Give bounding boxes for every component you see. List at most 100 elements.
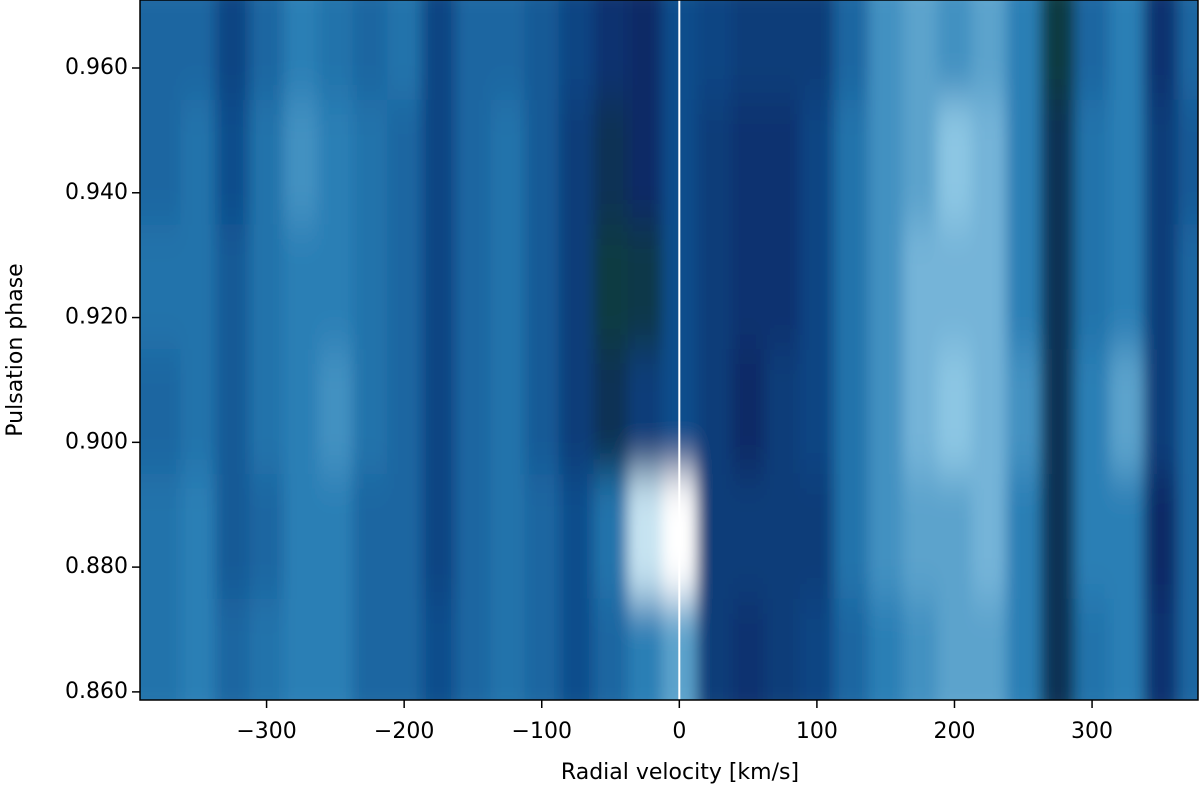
heatmap-cell bbox=[558, 223, 594, 350]
heatmap-cell bbox=[1178, 0, 1198, 100]
heatmap-cell bbox=[730, 0, 766, 100]
heatmap-cell bbox=[318, 0, 354, 100]
heatmap-cell bbox=[937, 99, 973, 225]
heatmap-cell bbox=[971, 598, 1007, 700]
heatmap-cell bbox=[868, 348, 904, 475]
heatmap-cell bbox=[971, 473, 1007, 599]
heatmap-cell bbox=[140, 223, 182, 350]
x-tick-label: 300 bbox=[1071, 719, 1113, 744]
heatmap-cell bbox=[1143, 348, 1179, 475]
heatmap-cell bbox=[140, 99, 182, 225]
heatmap-cell bbox=[180, 223, 216, 350]
plot-frame bbox=[139, 0, 1199, 701]
heatmap-cell bbox=[593, 473, 629, 599]
heatmap-cell bbox=[1143, 473, 1179, 599]
heatmap-cell bbox=[1006, 99, 1041, 225]
heatmap-cell bbox=[140, 348, 182, 475]
heatmap-cell bbox=[696, 348, 732, 475]
heatmap-cell bbox=[386, 473, 422, 599]
heatmap-cell bbox=[834, 99, 869, 225]
heatmap-cell bbox=[1143, 223, 1179, 350]
heatmap-cell bbox=[593, 0, 629, 100]
heatmap-cell bbox=[249, 598, 285, 700]
heatmap-cell bbox=[834, 223, 869, 350]
heatmap-cell bbox=[1074, 0, 1110, 100]
heatmap-cell bbox=[180, 348, 216, 475]
heatmap-cell bbox=[1109, 473, 1145, 599]
heatmap-cell bbox=[1006, 598, 1041, 700]
heatmap-cell bbox=[558, 0, 594, 100]
heatmap-cell bbox=[1040, 99, 1076, 225]
x-tick-label: −300 bbox=[236, 719, 296, 744]
heatmap-cell bbox=[283, 598, 319, 700]
heatmap-cell bbox=[455, 598, 491, 700]
heatmap-cell bbox=[1178, 223, 1198, 350]
heatmap-cell bbox=[524, 598, 560, 700]
heatmap-cell bbox=[490, 99, 526, 225]
heatmap-cell bbox=[214, 99, 250, 225]
heatmap-cell bbox=[214, 0, 250, 100]
heatmap-cell bbox=[214, 598, 250, 700]
heatmap-cell bbox=[1178, 99, 1198, 225]
heatmap-cell bbox=[490, 223, 526, 350]
heatmap-cell bbox=[140, 0, 182, 100]
heatmap-cell bbox=[1040, 473, 1076, 599]
heatmap-cell bbox=[421, 99, 457, 225]
heatmap-cell bbox=[1178, 473, 1198, 599]
x-tick-label: 0 bbox=[672, 719, 686, 744]
heatmap-cell bbox=[421, 598, 457, 700]
heatmap-cell bbox=[799, 473, 835, 599]
heatmap-cell bbox=[1040, 0, 1076, 100]
heatmap-cell bbox=[524, 473, 560, 599]
heatmap-cell bbox=[937, 0, 973, 100]
heatmap-cell bbox=[386, 99, 422, 225]
heatmap-cell bbox=[765, 99, 801, 225]
heatmap-cell bbox=[799, 598, 835, 700]
x-tick-label: −100 bbox=[512, 719, 572, 744]
heatmap-cell bbox=[318, 598, 354, 700]
heatmap-cell bbox=[455, 223, 491, 350]
heatmap-cell bbox=[386, 223, 422, 350]
heatmap bbox=[140, 0, 1198, 700]
heatmap-cell bbox=[490, 473, 526, 599]
heatmap-cell bbox=[455, 348, 491, 475]
heatmap-cell bbox=[180, 598, 216, 700]
heatmap-cell bbox=[696, 473, 732, 599]
heatmap-cell bbox=[180, 473, 216, 599]
heatmap-cell bbox=[937, 473, 973, 599]
heatmap-cell bbox=[421, 348, 457, 475]
heatmap-cell bbox=[352, 223, 388, 350]
heatmap-cell bbox=[558, 99, 594, 225]
heatmap-cell bbox=[730, 348, 766, 475]
heatmap-cell bbox=[352, 99, 388, 225]
y-tick-label: 0.900 bbox=[65, 429, 128, 454]
heatmap-cell bbox=[730, 99, 766, 225]
heatmap-cell bbox=[558, 598, 594, 700]
heatmap-cell bbox=[249, 223, 285, 350]
heatmap-cell bbox=[765, 0, 801, 100]
heatmap-cell bbox=[765, 223, 801, 350]
heatmap-cell bbox=[799, 0, 835, 100]
heatmap-cell bbox=[318, 348, 354, 475]
heatmap-cell bbox=[1074, 473, 1110, 599]
heatmap-cell bbox=[283, 473, 319, 599]
heatmap-cell bbox=[1040, 348, 1076, 475]
heatmap-cell bbox=[902, 348, 938, 475]
heatmap-cell bbox=[868, 223, 904, 350]
heatmap-cell bbox=[593, 598, 629, 700]
heatmap-cell bbox=[1109, 0, 1145, 100]
heatmap-cell bbox=[318, 473, 354, 599]
heatmap-cell bbox=[524, 0, 560, 100]
x-tick-label: 200 bbox=[933, 719, 975, 744]
heatmap-cell bbox=[937, 348, 973, 475]
heatmap-cell bbox=[1040, 223, 1076, 350]
heatmap-cell bbox=[730, 223, 766, 350]
heatmap-cell bbox=[1143, 99, 1179, 225]
heatmap-cell bbox=[696, 0, 732, 100]
heatmap-cell bbox=[834, 0, 869, 100]
heatmap-cell bbox=[1074, 223, 1110, 350]
heatmap-cell bbox=[1074, 99, 1110, 225]
heatmap-cell bbox=[1074, 598, 1110, 700]
heatmap-cell bbox=[283, 223, 319, 350]
